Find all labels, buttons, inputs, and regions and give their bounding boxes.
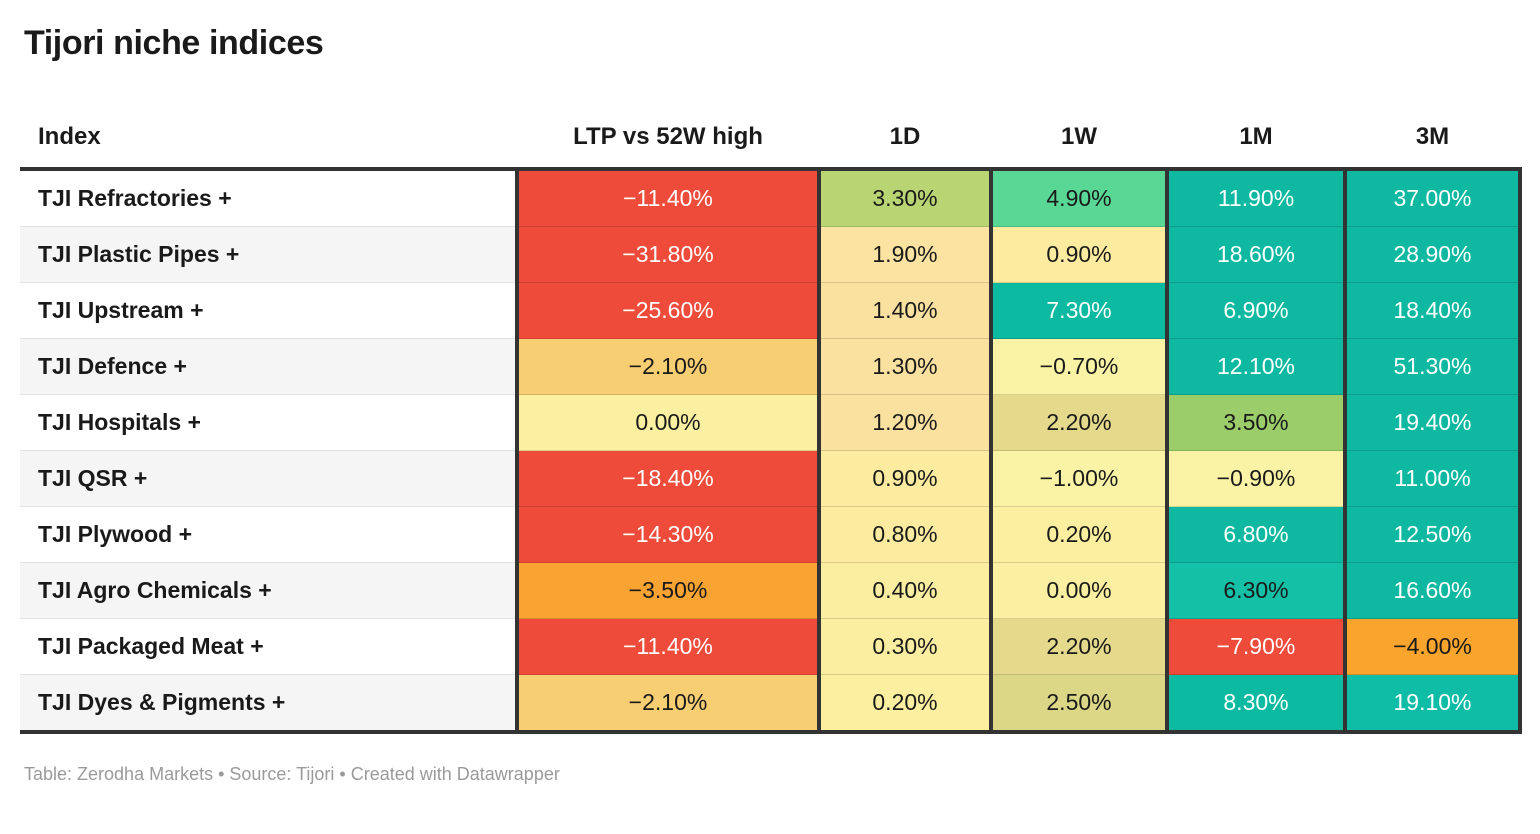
value-cell: 16.60% bbox=[1343, 562, 1522, 619]
value-cell: −7.90% bbox=[1165, 618, 1345, 675]
table-header: Index LTP vs 52W high 1D 1W 1M 3M bbox=[20, 63, 1520, 172]
value-cell: 3.50% bbox=[1165, 394, 1345, 451]
value-cell: 0.20% bbox=[989, 506, 1167, 563]
value-cell: −14.30% bbox=[515, 506, 819, 563]
value-cell: 11.00% bbox=[1343, 450, 1522, 507]
value-cell: −4.00% bbox=[1343, 618, 1522, 675]
attribution-footer: Table: Zerodha Markets • Source: Tijori … bbox=[24, 764, 560, 785]
value-cell: 0.00% bbox=[989, 562, 1167, 619]
value-cell: −2.10% bbox=[515, 674, 819, 733]
index-name: TJI Upstream + bbox=[20, 282, 517, 339]
table-row: TJI Plywood + −14.30% 0.80% 0.20% 6.80% 12.50… bbox=[20, 506, 1522, 563]
table-row: TJI Hospitals +0.00% 1.20% 2.20% 3.50% 19.40… bbox=[20, 394, 1522, 451]
table-row: TJI Upstream + −25.60% 1.40% 7.30% 6.90% 18.4… bbox=[20, 282, 1522, 339]
value-cell: 7.30% bbox=[989, 282, 1167, 339]
table-row: TJI Defence + −2.10% 1.30% −0.70% 12.10% 51.3… bbox=[20, 338, 1522, 395]
index-name: TJI Dyes & Pigments + bbox=[20, 674, 517, 733]
table-row: TJI Dyes & Pigments + −2.10% 0.20% 2.50% 8.3… bbox=[20, 674, 1522, 733]
value-cell: 6.90% bbox=[1165, 282, 1345, 339]
table-row: TJI Agro Chemicals + −3.50% 0.40% 0.00% 6.30… bbox=[20, 562, 1522, 619]
value-cell: 0.20% bbox=[817, 674, 991, 733]
value-cell: 28.90% bbox=[1343, 226, 1522, 283]
value-cell: −11.40% bbox=[515, 168, 819, 227]
value-cell: 0.90% bbox=[989, 226, 1167, 283]
value-cell: 0.00% bbox=[515, 394, 819, 451]
index-name: TJI Defence + bbox=[20, 338, 517, 395]
value-cell: 2.20% bbox=[989, 394, 1167, 451]
table-row: TJI QSR + −18.40% 0.90% −1.00% −0.90% 11.00% bbox=[20, 450, 1522, 507]
value-cell: 0.90% bbox=[817, 450, 991, 507]
value-cell: 18.40% bbox=[1343, 282, 1522, 339]
column-header-1m: 1M bbox=[1167, 63, 1345, 172]
value-cell: 19.40% bbox=[1343, 394, 1522, 451]
index-name: TJI Packaged Meat + bbox=[20, 618, 517, 675]
value-cell: 3.30% bbox=[817, 168, 991, 227]
index-name: TJI Agro Chemicals + bbox=[20, 562, 517, 619]
value-cell: 37.00% bbox=[1343, 168, 1522, 227]
value-cell: 18.60% bbox=[1165, 226, 1345, 283]
table-body: TJI Refractories + −11.40% 3.30% 4.90% 11.90… bbox=[20, 168, 1522, 733]
value-cell: 6.30% bbox=[1165, 562, 1345, 619]
value-cell: 1.40% bbox=[817, 282, 991, 339]
value-cell: 2.20% bbox=[989, 618, 1167, 675]
value-cell: 8.30% bbox=[1165, 674, 1345, 733]
column-header-3m: 3M bbox=[1345, 63, 1520, 172]
index-name: TJI Refractories + bbox=[20, 168, 517, 227]
column-header-index: Index bbox=[20, 63, 517, 172]
value-cell: −3.50% bbox=[515, 562, 819, 619]
column-header-1w: 1W bbox=[991, 63, 1167, 172]
value-cell: −0.70% bbox=[989, 338, 1167, 395]
index-name: TJI Hospitals + bbox=[20, 394, 517, 451]
value-cell: 12.10% bbox=[1165, 338, 1345, 395]
value-cell: −25.60% bbox=[515, 282, 819, 339]
index-name: TJI Plywood + bbox=[20, 506, 517, 563]
value-cell: 51.30% bbox=[1343, 338, 1522, 395]
value-cell: 6.80% bbox=[1165, 506, 1345, 563]
value-cell: 19.10% bbox=[1343, 674, 1522, 733]
value-cell: −18.40% bbox=[515, 450, 819, 507]
value-cell: 4.90% bbox=[989, 168, 1167, 227]
value-cell: 1.20% bbox=[817, 394, 991, 451]
value-cell: 0.30% bbox=[817, 618, 991, 675]
value-cell: 1.30% bbox=[817, 338, 991, 395]
value-cell: 0.40% bbox=[817, 562, 991, 619]
value-cell: −0.90% bbox=[1165, 450, 1345, 507]
page-title: Tijori niche indices bbox=[24, 24, 324, 62]
value-cell: 1.90% bbox=[817, 226, 991, 283]
value-cell: 11.90% bbox=[1165, 168, 1345, 227]
index-name: TJI QSR + bbox=[20, 450, 517, 507]
value-cell: −2.10% bbox=[515, 338, 819, 395]
table-row: TJI Packaged Meat + −11.40% 0.30% 2.20% −7.9… bbox=[20, 618, 1522, 675]
value-cell: 2.50% bbox=[989, 674, 1167, 733]
column-header-ltp-vs-52w-high: LTP vs 52W high bbox=[517, 63, 819, 172]
column-header-1d: 1D bbox=[819, 63, 991, 172]
index-name: TJI Plastic Pipes + bbox=[20, 226, 517, 283]
table-row: TJI Refractories + −11.40% 3.30% 4.90% 11.90… bbox=[20, 168, 1522, 227]
value-cell: −31.80% bbox=[515, 226, 819, 283]
table-row: TJI Plastic Pipes + −31.80% 1.90% 0.90% 18.6… bbox=[20, 226, 1522, 283]
indices-table: Index LTP vs 52W high 1D 1W 1M 3M TJI Re… bbox=[20, 63, 1522, 735]
value-cell: 12.50% bbox=[1343, 506, 1522, 563]
value-cell: −1.00% bbox=[989, 450, 1167, 507]
value-cell: −11.40% bbox=[515, 618, 819, 675]
value-cell: 0.80% bbox=[817, 506, 991, 563]
